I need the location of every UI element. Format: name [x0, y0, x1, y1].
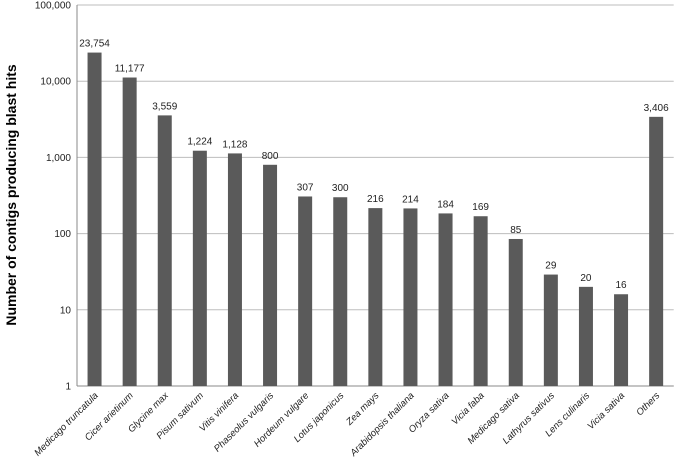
x-tick-label: Vicia sativa	[586, 390, 628, 432]
bar	[473, 216, 488, 386]
y-tick-label: 10,000	[40, 77, 71, 88]
x-tick-label: Arabidopsis thaliana	[348, 390, 417, 459]
y-axis-label: Number of contigs producing blast hits	[3, 64, 19, 326]
value-label: 1,224	[187, 137, 212, 148]
x-tick-label: Medicago truncatula	[32, 390, 100, 458]
value-label: 16	[615, 280, 627, 291]
bar	[192, 150, 207, 386]
bar	[263, 164, 278, 386]
bar	[649, 116, 664, 386]
bar	[508, 238, 523, 386]
bar	[122, 77, 137, 387]
value-label: 85	[510, 225, 522, 236]
value-label: 1,128	[222, 139, 247, 150]
value-label: 11,177	[115, 64, 145, 75]
value-label: 216	[367, 194, 384, 205]
value-label: 184	[437, 199, 454, 210]
value-label: 800	[262, 151, 279, 162]
value-label: 20	[580, 273, 592, 284]
y-tick-label: 1,000	[46, 153, 71, 164]
bar	[403, 208, 418, 386]
bar	[578, 286, 593, 386]
bar	[333, 197, 348, 386]
bar	[614, 294, 629, 386]
y-tick-label: 100	[54, 229, 71, 240]
bar	[298, 196, 313, 386]
bar	[157, 115, 172, 387]
y-tick-label: 10	[60, 305, 72, 316]
value-label: 307	[297, 182, 314, 193]
value-label: 3,406	[644, 103, 669, 114]
value-label: 214	[402, 194, 419, 205]
y-tick-label: 100,000	[35, 1, 72, 12]
value-label: 23,754	[79, 39, 110, 50]
value-label: 300	[332, 183, 349, 194]
value-label: 29	[545, 261, 557, 272]
y-tick-label: 1	[65, 382, 71, 393]
x-tick-label: Others	[634, 390, 662, 418]
bar	[368, 208, 383, 386]
value-label: 169	[472, 202, 489, 213]
bar	[227, 153, 242, 386]
bar	[438, 213, 453, 386]
x-tick-label: Phaseolus vulgaris	[212, 390, 276, 454]
bar	[543, 274, 558, 386]
bar	[87, 52, 102, 387]
value-label: 3,559	[152, 101, 177, 112]
